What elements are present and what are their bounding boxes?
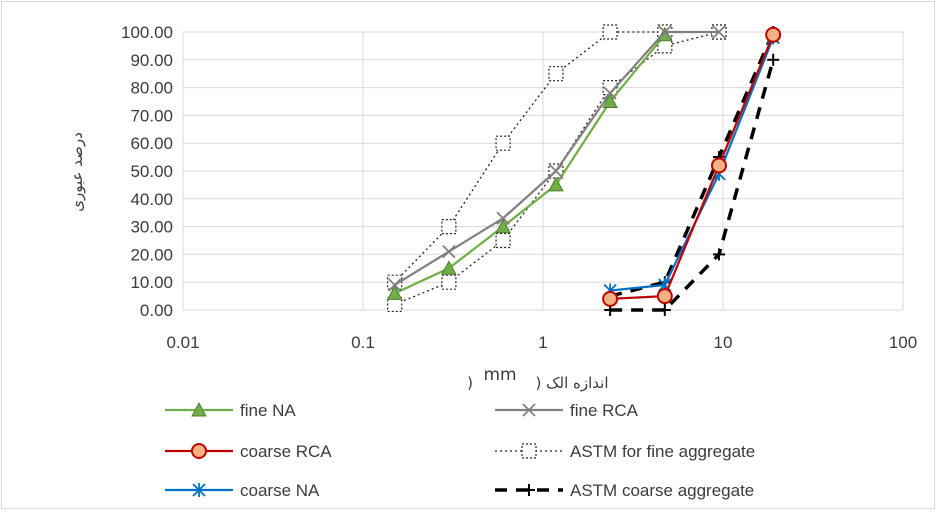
legend-item: ASTM coarse aggregate: [495, 481, 754, 500]
x-axis-title: اندازه الک (: [535, 374, 608, 392]
y-tick-label: 100.00: [121, 23, 173, 42]
y-tick-label: 20.00: [130, 245, 173, 264]
legend-label: fine RCA: [570, 401, 639, 420]
legend-label: fine NA: [240, 401, 296, 420]
y-tick-label: 70.00: [130, 106, 173, 125]
y-tick-label: 90.00: [130, 51, 173, 70]
legend-marker: [523, 484, 535, 496]
legend-item: fine RCA: [495, 401, 639, 420]
legend-marker: [522, 403, 536, 417]
y-tick-label: 80.00: [130, 79, 173, 98]
data-point: [441, 219, 457, 235]
data-point: [658, 25, 672, 39]
series-coarse-rca: [602, 26, 782, 307]
legend-marker: [191, 401, 207, 417]
x-tick-labels: 0.01 0.1 1 10 100: [166, 333, 917, 352]
x-tick-label: 10: [714, 333, 733, 352]
series-line: [394, 34, 666, 295]
data-point: [712, 248, 725, 261]
data-point: [658, 304, 671, 316]
data-point: [386, 285, 403, 300]
data-point: [602, 79, 618, 96]
series-line: [610, 34, 775, 300]
data-point: [496, 211, 510, 225]
data-point: [495, 135, 511, 151]
legend-label: ASTM coarse aggregate: [570, 481, 754, 500]
legend-marker: [191, 443, 207, 459]
series-line: [609, 31, 775, 298]
x-tick-label: 0.1: [351, 333, 375, 352]
legend: fine NA fine RCA coarse RCA ASTM for fine a…: [165, 401, 755, 500]
legend-item: coarse RCA: [165, 442, 332, 461]
legend-item: fine NA: [165, 401, 296, 420]
y-tick-label: 0.00: [140, 301, 173, 320]
y-tick-labels: 0.00 10.00 20.00 30.00 40.00 50.00 60.00 70.00 8…: [121, 23, 173, 320]
y-tick-label: 40.00: [130, 190, 173, 209]
axis-titles: درصد عبوری mm اندازه الک ( ): [68, 132, 609, 392]
data-point: [602, 24, 618, 40]
data-point: [388, 278, 402, 292]
data-point: [548, 66, 564, 82]
data-point: [441, 274, 457, 290]
series-fine-na: [386, 26, 673, 300]
data-point: [495, 232, 511, 249]
y-tick-label: 60.00: [130, 134, 173, 153]
data-point: [603, 86, 617, 100]
data-point: [387, 274, 403, 290]
data-point: [495, 218, 511, 234]
x-axis-title-close: ): [467, 374, 473, 392]
data-point: [767, 53, 780, 66]
data-point: [710, 157, 727, 174]
data-point: [602, 290, 619, 307]
x-tick-label: 0.01: [166, 333, 199, 352]
data-point: [549, 164, 563, 178]
y-axis-title: درصد عبوری: [68, 132, 86, 212]
data-point: [387, 296, 403, 313]
data-point: [441, 260, 457, 275]
legend-item: ASTM for fine aggregate: [495, 442, 755, 461]
legend-label: coarse RCA: [240, 442, 332, 461]
series-line: [610, 59, 775, 312]
series-fine-rca: [388, 25, 726, 292]
data-point: [712, 25, 726, 39]
legend-marker: [192, 483, 206, 497]
legend-marker: [521, 443, 537, 459]
x-tick-label: 100: [889, 333, 917, 352]
y-tick-label: 50.00: [130, 162, 173, 181]
legend-label: coarse NA: [240, 481, 320, 500]
series-line: [610, 37, 775, 292]
data-point: [765, 26, 782, 43]
y-tick-label: 30.00: [130, 218, 173, 237]
y-tick-label: 10.00: [130, 273, 173, 292]
gridlines: [182, 31, 904, 311]
legend-label: ASTM for fine aggregate: [570, 442, 755, 461]
x-axis-unit: mm: [483, 365, 516, 385]
x-tick-label: 1: [538, 333, 547, 352]
data-point: [548, 176, 564, 192]
data-point: [656, 288, 673, 305]
data-point: [657, 38, 673, 54]
series-layer: [386, 24, 782, 316]
data-point: [442, 244, 456, 259]
legend-item: coarse NA: [165, 481, 320, 500]
data-point: [602, 93, 618, 108]
